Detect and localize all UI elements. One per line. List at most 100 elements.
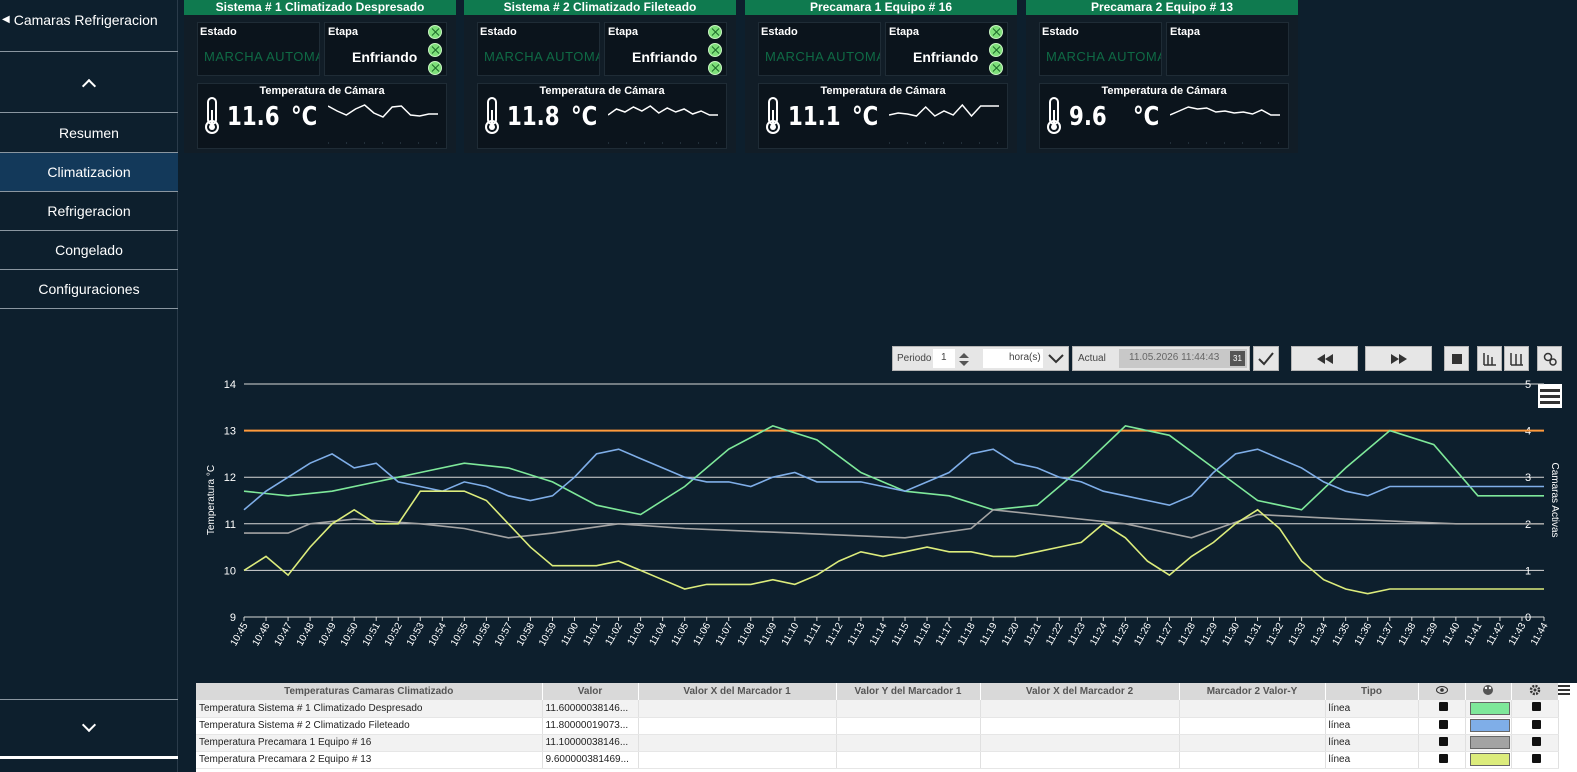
sidebar-title-label: Camaras Refrigeracion — [13, 12, 158, 28]
table-row[interactable]: Temperatura Sistema # 2 Climatizado File… — [196, 717, 1559, 735]
open-settings-icon[interactable] — [1531, 702, 1541, 712]
x-tick-label: 10:58 — [515, 621, 537, 649]
temperature-unit: °C — [291, 102, 318, 132]
col-header-visibility[interactable] — [1418, 683, 1466, 700]
col-header-marker1-x[interactable]: Valor X del Marcador 1 — [638, 683, 837, 700]
stop-button[interactable] — [1444, 346, 1469, 371]
sidebar-item-climatizacion[interactable]: Climatizacion — [0, 153, 178, 192]
visibility-checkbox[interactable] — [1438, 736, 1448, 746]
visibility-checkbox[interactable] — [1438, 753, 1448, 763]
sidebar-item-refrigeracion[interactable]: Refrigeracion — [0, 192, 178, 231]
period-input[interactable]: 1 — [933, 349, 955, 368]
color-swatch[interactable] — [1469, 736, 1510, 749]
palette-icon — [1483, 685, 1493, 695]
visibility-checkbox[interactable] — [1438, 702, 1448, 712]
open-settings-icon[interactable] — [1531, 719, 1541, 729]
table-row[interactable]: Temperatura Precamara 1 Equipo # 16 11.1… — [196, 734, 1559, 752]
estado-box: Estado MARCHA AUTOMATICO — [477, 22, 600, 76]
hamburger-menu-button[interactable] — [1538, 384, 1562, 408]
menu-bar — [1540, 394, 1560, 398]
y-tick-label: 9 — [230, 612, 236, 624]
sidebar-item-resumen[interactable]: Resumen — [0, 114, 178, 153]
system-card: Sistema # 2 Climatizado Fileteado Estado… — [464, 0, 736, 153]
card-title: Sistema # 1 Climatizado Despresado — [184, 0, 456, 15]
temperature-unit: °C — [852, 102, 879, 132]
back-caret-icon[interactable]: ◀ — [2, 14, 10, 25]
y2-tick-label: 5 — [1525, 379, 1531, 391]
etapa-label: Etapa — [1170, 26, 1200, 38]
temperature-sparkline — [608, 105, 718, 144]
temperature-title: Temperatura de Cámara — [259, 85, 385, 97]
chevron-down-icon[interactable] — [1047, 353, 1065, 365]
table-menu-icon[interactable] — [1558, 685, 1570, 695]
x-tick-label: 11:31 — [1242, 621, 1264, 648]
x-tick-label: 11:04 — [648, 621, 670, 648]
col-header-marker2-x[interactable]: Valor X del Marcador 2 — [980, 683, 1180, 700]
calendar-icon[interactable]: 31 — [1230, 351, 1245, 366]
visibility-checkbox[interactable] — [1438, 719, 1448, 729]
y2-tick-label: 4 — [1525, 426, 1531, 438]
settings-button[interactable] — [1537, 346, 1562, 371]
series-name: Temperatura Sistema # 1 Climatizado Desp… — [196, 700, 543, 718]
color-swatch[interactable] — [1469, 701, 1510, 715]
fan-icon — [989, 25, 1003, 39]
color-swatch[interactable] — [1469, 719, 1510, 732]
col-header-settings[interactable] — [1511, 683, 1559, 700]
forward-button[interactable] — [1365, 346, 1432, 371]
datetime-field[interactable]: 11.05.2026 11:44:43 31 — [1119, 349, 1247, 368]
x-tick-label: 10:50 — [339, 621, 361, 649]
marker1-button[interactable] — [1477, 346, 1502, 371]
unit-select[interactable]: hora(s) — [983, 349, 1043, 368]
sidebar-item-label: Configuraciones — [38, 281, 140, 297]
menu-bar — [1540, 400, 1560, 404]
sidebar-title[interactable]: ◀ Camaras Refrigeracion — [0, 0, 178, 52]
col-header-value[interactable]: Valor — [542, 683, 639, 700]
rewind-button[interactable] — [1291, 346, 1358, 371]
marker2-button[interactable] — [1504, 346, 1529, 371]
period-stepper[interactable] — [957, 350, 971, 368]
scroll-up-button[interactable] — [0, 53, 178, 113]
visibility-cell — [1418, 700, 1466, 718]
stop-icon — [1451, 353, 1462, 364]
menu-bar — [1540, 388, 1560, 392]
temperature-title: Temperatura de Cámara — [539, 85, 665, 97]
x-tick-label: 11:44 — [1529, 621, 1551, 648]
temperature-title: Temperatura de Cámara — [1101, 85, 1227, 97]
open-settings-icon[interactable] — [1531, 736, 1541, 746]
apply-button[interactable] — [1253, 346, 1279, 371]
etapa-value: Enfriando — [352, 49, 418, 65]
temperature-title: Temperatura de Cámara — [820, 85, 946, 97]
visibility-cell — [1418, 751, 1466, 769]
y2-tick-label: 2 — [1525, 519, 1531, 531]
table-row[interactable]: Temperatura Precamara 2 Equipo # 13 9.60… — [196, 751, 1559, 769]
col-header-marker2-y[interactable]: Marcador 2 Valor-Y — [1179, 683, 1326, 700]
etapa-label: Etapa — [608, 26, 638, 38]
color-swatch[interactable] — [1469, 753, 1510, 766]
x-tick-label: 10:53 — [405, 621, 427, 649]
sidebar-item-configuraciones[interactable]: Configuraciones — [0, 270, 178, 309]
sidebar-item-congelado[interactable]: Congelado — [0, 231, 178, 270]
series-value: 11.60000038146... — [542, 700, 639, 718]
fan-icon — [708, 43, 722, 57]
open-settings-icon[interactable] — [1531, 753, 1541, 763]
visibility-cell — [1418, 734, 1466, 752]
temperature-sparkline — [328, 104, 438, 144]
x-tick-label: 11:05 — [670, 621, 692, 648]
x-tick-label: 11:19 — [978, 621, 1000, 648]
col-header-type[interactable]: Tipo — [1325, 683, 1419, 700]
thermometer-icon — [766, 97, 780, 134]
forward-icon — [1390, 353, 1407, 364]
col-header-marker1-y[interactable]: Valor Y del Marcador 1 — [836, 683, 981, 700]
marker2-y-cell — [1179, 751, 1326, 769]
estado-label: Estado — [200, 26, 237, 38]
series-type: línea — [1325, 751, 1419, 769]
series-name: Temperatura Precamara 1 Equipo # 16 — [196, 734, 543, 752]
fan-icon — [989, 43, 1003, 57]
unit-value: hora(s) — [1009, 352, 1041, 363]
col-header-name[interactable]: Temperaturas Camaras Climatizado — [196, 683, 543, 700]
x-tick-label: 11:03 — [626, 621, 648, 648]
col-header-color[interactable] — [1465, 683, 1512, 700]
scroll-down-button[interactable] — [0, 699, 178, 759]
x-tick-label: 11:30 — [1220, 621, 1242, 648]
table-row[interactable]: Temperatura Sistema # 1 Climatizado Desp… — [196, 700, 1559, 718]
